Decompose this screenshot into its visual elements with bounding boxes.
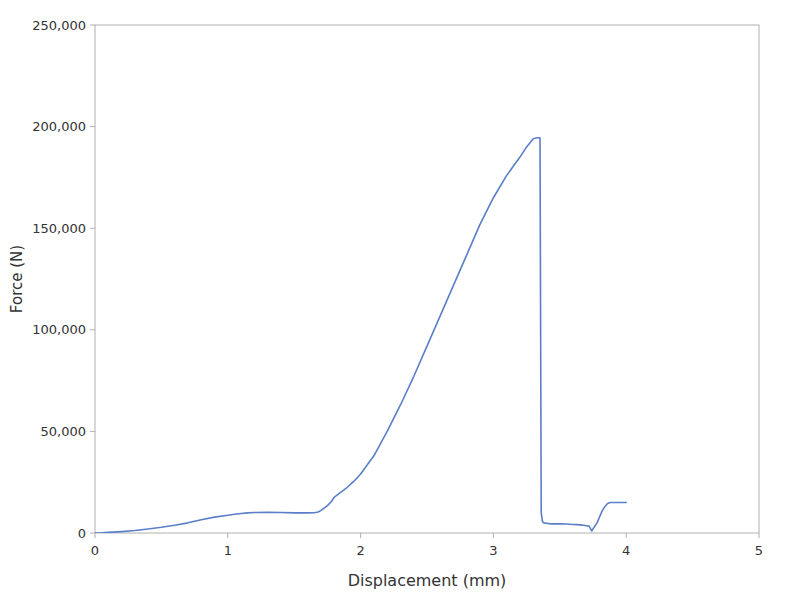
y-tick-label: 100,000 <box>32 322 86 337</box>
y-tick <box>90 228 95 229</box>
x-tick-label: 5 <box>755 543 763 558</box>
y-tick-label: 250,000 <box>32 18 86 33</box>
x-tick-label: 0 <box>91 543 99 558</box>
y-tick <box>90 25 95 26</box>
x-axis: 0 1 2 3 4 5 <box>91 533 763 558</box>
y-tick-label: 0 <box>78 526 86 541</box>
force-curve <box>95 138 626 533</box>
x-tick-label: 1 <box>224 543 232 558</box>
x-tick <box>626 533 627 538</box>
y-tick <box>90 431 95 432</box>
x-tick <box>360 533 361 538</box>
x-tick-label: 2 <box>356 543 364 558</box>
y-tick <box>90 533 95 534</box>
chart: 0 1 2 3 4 5 0 50,000 100,000 150,000 200,000 250,00… <box>0 0 789 608</box>
y-axis: 0 50,000 100,000 150,000 200,000 250,000 <box>32 18 95 541</box>
x-tick <box>95 533 96 538</box>
plot-area <box>95 138 626 533</box>
y-tick-label: 50,000 <box>41 424 87 439</box>
x-tick <box>759 533 760 538</box>
y-tick-label: 200,000 <box>32 119 86 134</box>
y-tick <box>90 329 95 330</box>
y-tick-label: 150,000 <box>32 221 86 236</box>
x-tick <box>227 533 228 538</box>
plot-frame <box>95 25 759 533</box>
y-axis-label: Force (N) <box>8 245 26 313</box>
x-tick <box>493 533 494 538</box>
y-tick <box>90 126 95 127</box>
x-tick-label: 3 <box>489 543 497 558</box>
x-tick-label: 4 <box>622 543 630 558</box>
x-axis-label: Displacement (mm) <box>348 571 507 590</box>
